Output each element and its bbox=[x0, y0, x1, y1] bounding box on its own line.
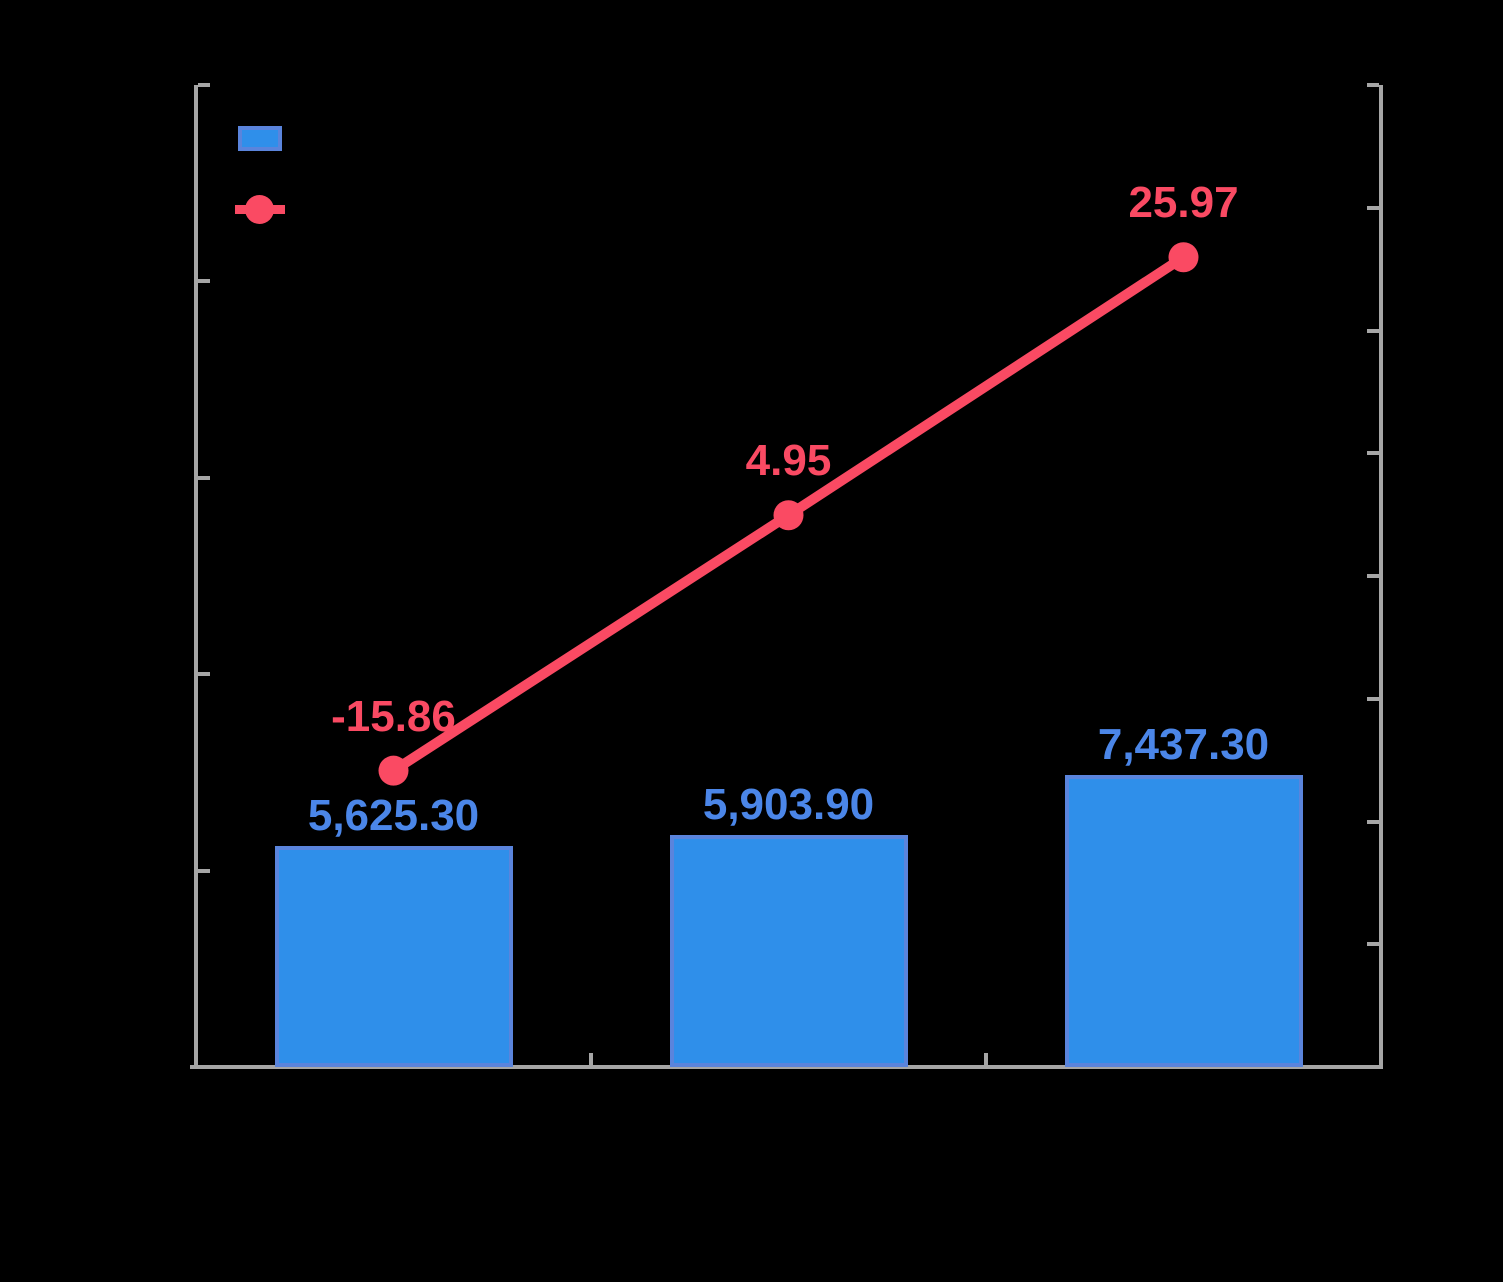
y-axis-left-tick bbox=[198, 83, 210, 87]
y-axis-right-tick bbox=[1367, 83, 1379, 87]
y-axis-right-tick bbox=[1367, 328, 1379, 333]
bar-series-swatch-icon bbox=[238, 126, 282, 151]
bar bbox=[669, 835, 908, 1067]
y-axis-right bbox=[1379, 85, 1383, 1069]
x-axis-tick bbox=[589, 1053, 593, 1065]
y-axis-left-tick bbox=[198, 279, 210, 284]
x-axis-tick bbox=[984, 1053, 988, 1065]
y-axis-right-tick bbox=[1367, 205, 1379, 210]
bar-value-label: 7,437.30 bbox=[1097, 719, 1270, 769]
y-axis-left-tick bbox=[198, 672, 210, 677]
line-value-label: 4.95 bbox=[745, 436, 832, 486]
bar bbox=[1064, 774, 1303, 1067]
y-axis-left bbox=[194, 85, 198, 1069]
line-series-swatch-icon bbox=[235, 195, 285, 224]
x-axis bbox=[190, 1065, 1383, 1069]
y-axis-left-tick bbox=[198, 868, 210, 873]
y-axis-right-tick bbox=[1367, 819, 1379, 824]
line-value-label: -15.86 bbox=[331, 691, 456, 741]
line-value-label: 25.97 bbox=[1128, 178, 1239, 228]
line-point-marker bbox=[1168, 242, 1199, 273]
bar bbox=[274, 846, 513, 1067]
line-point-marker bbox=[378, 755, 409, 786]
bar-value-label: 5,625.30 bbox=[307, 791, 480, 841]
y-axis-right-tick bbox=[1367, 574, 1379, 578]
line-series-dot-icon bbox=[245, 195, 274, 224]
y-axis-left-tick bbox=[198, 475, 210, 480]
y-axis-right-tick bbox=[1367, 451, 1379, 456]
y-axis-right-tick bbox=[1367, 696, 1379, 701]
line-point-marker bbox=[773, 500, 804, 531]
y-axis-right-tick bbox=[1367, 942, 1379, 947]
bar-value-label: 5,903.90 bbox=[702, 780, 875, 830]
